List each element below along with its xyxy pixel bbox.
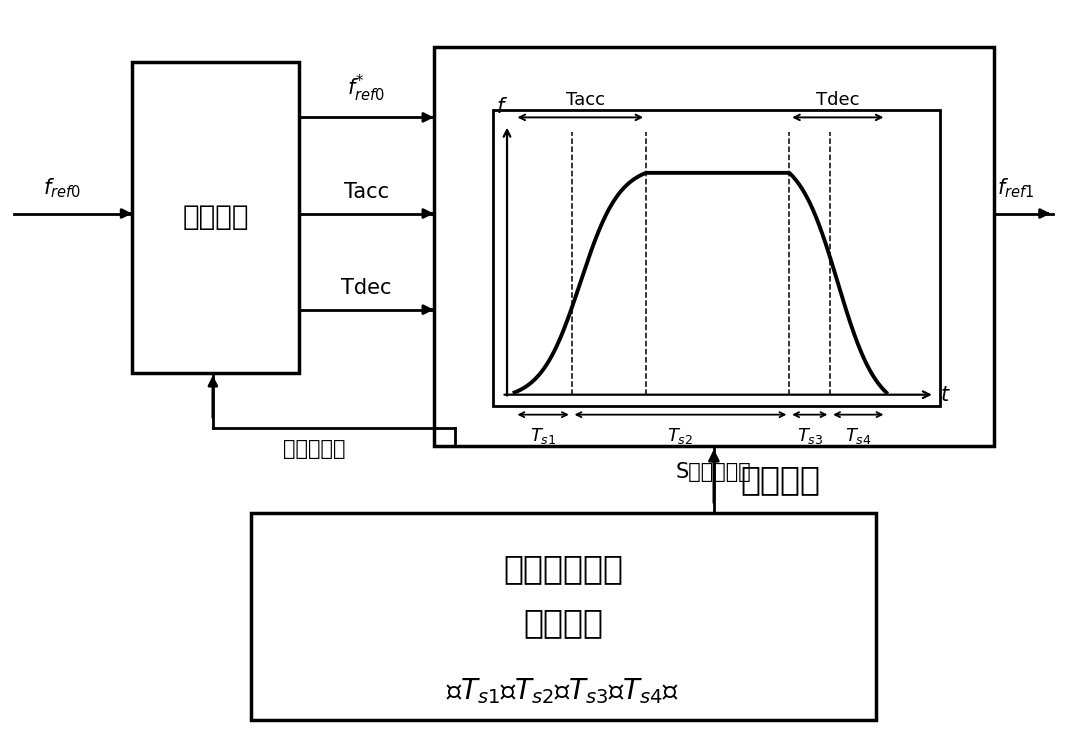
Text: Tdec: Tdec xyxy=(341,278,392,298)
Text: 加减速状态: 加减速状态 xyxy=(283,439,345,459)
Text: 是否突变: 是否突变 xyxy=(741,463,821,496)
Text: S曲线加减速: S曲线加减速 xyxy=(676,463,752,482)
Text: 给定生成: 给定生成 xyxy=(182,203,249,231)
Bar xyxy=(250,513,875,720)
Text: $t$: $t$ xyxy=(940,384,951,405)
Text: $T_{s1}$: $T_{s1}$ xyxy=(530,425,557,446)
Text: Tacc: Tacc xyxy=(344,182,389,202)
Text: 实时调整: 实时调整 xyxy=(523,606,603,639)
Text: $T_{s3}$: $T_{s3}$ xyxy=(796,425,823,446)
Bar xyxy=(434,47,994,446)
Text: $f_{ref0}$: $f_{ref0}$ xyxy=(43,177,81,200)
Text: $f$: $f$ xyxy=(496,98,508,118)
Bar xyxy=(132,62,299,372)
Text: $f_{ref0}^{*}$: $f_{ref0}^{*}$ xyxy=(348,73,386,104)
Text: $T_{s4}$: $T_{s4}$ xyxy=(845,425,872,446)
Bar xyxy=(493,110,940,406)
Text: 智能模糊控制: 智能模糊控制 xyxy=(503,552,623,586)
Text: $T_{s2}$: $T_{s2}$ xyxy=(667,425,693,446)
Text: （$T_{s1}$、$T_{s2}$、$T_{s3}$、$T_{s4}$）: （$T_{s1}$、$T_{s2}$、$T_{s3}$、$T_{s4}$） xyxy=(446,676,680,706)
Text: Tdec: Tdec xyxy=(817,91,860,109)
Text: Tacc: Tacc xyxy=(566,91,605,109)
Text: $f_{ref1}$: $f_{ref1}$ xyxy=(996,177,1034,200)
